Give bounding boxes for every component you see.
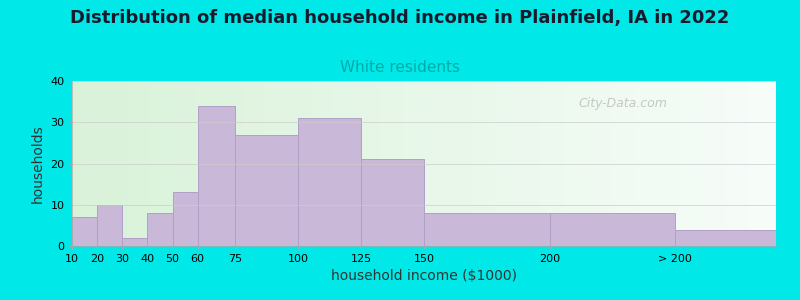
Bar [298,118,361,246]
Bar [122,238,147,246]
Bar [235,135,298,246]
Bar [72,217,97,246]
Text: City-Data.com: City-Data.com [579,98,668,110]
Bar [424,213,550,246]
Bar [361,159,424,246]
Text: Distribution of median household income in Plainfield, IA in 2022: Distribution of median household income … [70,9,730,27]
Bar [550,213,675,246]
Bar [97,205,122,246]
X-axis label: household income ($1000): household income ($1000) [331,269,517,283]
Bar [198,106,235,246]
Bar [173,192,198,246]
Y-axis label: households: households [30,124,45,203]
Bar [147,213,173,246]
Bar [675,230,776,246]
Text: White residents: White residents [340,60,460,75]
